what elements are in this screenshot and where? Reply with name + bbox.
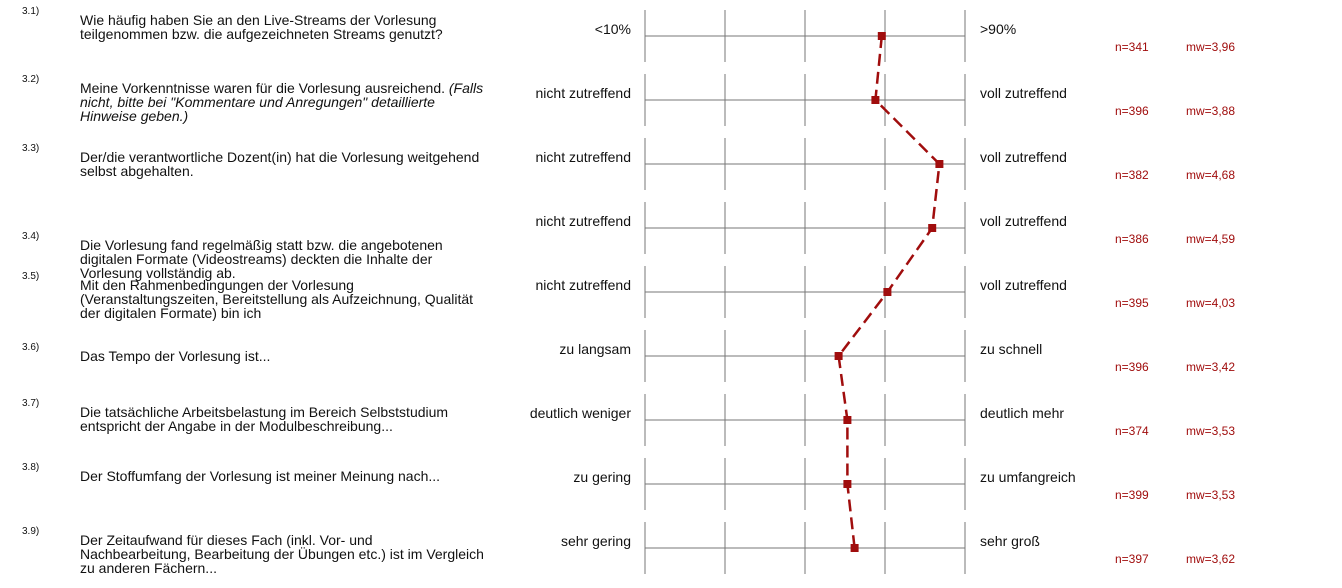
- mean-marker: [928, 224, 937, 232]
- right-label: zu umfangreich: [980, 469, 1076, 485]
- n-count: n=395: [1115, 296, 1149, 310]
- mean-label: mw=3,88: [1186, 104, 1236, 118]
- question: Meine Vorkenntnisse waren für die Vorles…: [80, 81, 485, 123]
- item-number: 3.7): [22, 398, 40, 409]
- left-label: nicht zutreffend: [535, 149, 631, 165]
- left-label: nicht zutreffend: [535, 277, 631, 293]
- right-label: voll zutreffend: [980, 277, 1067, 293]
- question-text: Der Zeitaufwand für dieses Fach (inkl. V…: [80, 532, 484, 576]
- mean-label: mw=3,42: [1186, 360, 1236, 374]
- left-label: nicht zutreffend: [535, 213, 631, 229]
- question: Die tatsächliche Arbeitsbelastung im Ber…: [80, 405, 485, 433]
- mean-label: mw=3,53: [1186, 424, 1236, 438]
- left-label: nicht zutreffend: [535, 85, 631, 101]
- right-label: >90%: [980, 21, 1017, 37]
- item-number: 3.2): [22, 74, 40, 85]
- question: Der Zeitaufwand für dieses Fach (inkl. V…: [80, 533, 485, 575]
- right-label: voll zutreffend: [980, 85, 1067, 101]
- mean-marker: [843, 480, 852, 488]
- question: Der/die verantwortliche Dozent(in) hat d…: [80, 150, 485, 178]
- left-label: <10%: [594, 21, 631, 37]
- mean-label: mw=4,03: [1186, 296, 1236, 310]
- mean-marker: [843, 416, 852, 424]
- left-label: sehr gering: [560, 533, 631, 549]
- item-number: 3.5): [22, 271, 40, 282]
- n-count: n=382: [1115, 168, 1149, 182]
- mean-label: mw=4,59: [1186, 232, 1236, 246]
- question-text: Die Vorlesung fand regelmäßig statt bzw.…: [80, 237, 443, 281]
- right-label: voll zutreffend: [980, 213, 1067, 229]
- question-text: Der Stoffumfang der Vorlesung ist meiner…: [80, 468, 441, 484]
- mean-marker: [834, 352, 843, 360]
- n-count: n=386: [1115, 232, 1149, 246]
- right-label: sehr groß: [980, 533, 1040, 549]
- question-note: (Falls nicht, bitte bei "Kommentare und …: [80, 80, 484, 124]
- mean-marker: [883, 288, 892, 296]
- left-label: zu gering: [573, 469, 631, 485]
- question: Das Tempo der Vorlesung ist...: [80, 349, 485, 363]
- right-label: zu schnell: [980, 341, 1043, 357]
- question-text: Das Tempo der Vorlesung ist...: [80, 348, 271, 364]
- n-count: n=396: [1115, 360, 1149, 374]
- mean-marker: [935, 160, 944, 168]
- mean-label: mw=3,53: [1186, 488, 1236, 502]
- question-text: Meine Vorkenntnisse waren für die Vorles…: [80, 80, 445, 96]
- item-number: 3.1): [22, 6, 40, 17]
- n-count: n=341: [1115, 40, 1149, 54]
- question: Die Vorlesung fand regelmäßig statt bzw.…: [80, 238, 485, 280]
- question-text: Mit den Rahmenbedingungen der Vorlesung …: [80, 277, 474, 321]
- right-label: deutlich mehr: [980, 405, 1065, 421]
- question-text: Die tatsächliche Arbeitsbelastung im Ber…: [80, 404, 449, 434]
- item-number: 3.4): [22, 231, 40, 242]
- mean-marker: [850, 544, 859, 552]
- left-label: deutlich weniger: [529, 405, 631, 421]
- mean-marker: [877, 32, 886, 40]
- item-number: 3.8): [22, 462, 40, 473]
- question: Der Stoffumfang der Vorlesung ist meiner…: [80, 469, 485, 483]
- mean-label: mw=4,68: [1186, 168, 1236, 182]
- mean-label: mw=3,62: [1186, 552, 1236, 566]
- mean-marker: [871, 96, 880, 104]
- n-count: n=374: [1115, 424, 1149, 438]
- n-count: n=399: [1115, 488, 1149, 502]
- n-count: n=396: [1115, 104, 1149, 118]
- question: Mit den Rahmenbedingungen der Vorlesung …: [80, 278, 485, 320]
- question-text: Der/die verantwortliche Dozent(in) hat d…: [80, 149, 480, 179]
- question: Wie häufig haben Sie an den Live-Streams…: [80, 13, 485, 41]
- n-count: n=397: [1115, 552, 1149, 566]
- mean-label: mw=3,96: [1186, 40, 1236, 54]
- item-number: 3.3): [22, 143, 40, 154]
- question-text: Wie häufig haben Sie an den Live-Streams…: [80, 12, 443, 42]
- left-label: zu langsam: [559, 341, 631, 357]
- item-number: 3.9): [22, 526, 40, 537]
- right-label: voll zutreffend: [980, 149, 1067, 165]
- item-number: 3.6): [22, 342, 40, 353]
